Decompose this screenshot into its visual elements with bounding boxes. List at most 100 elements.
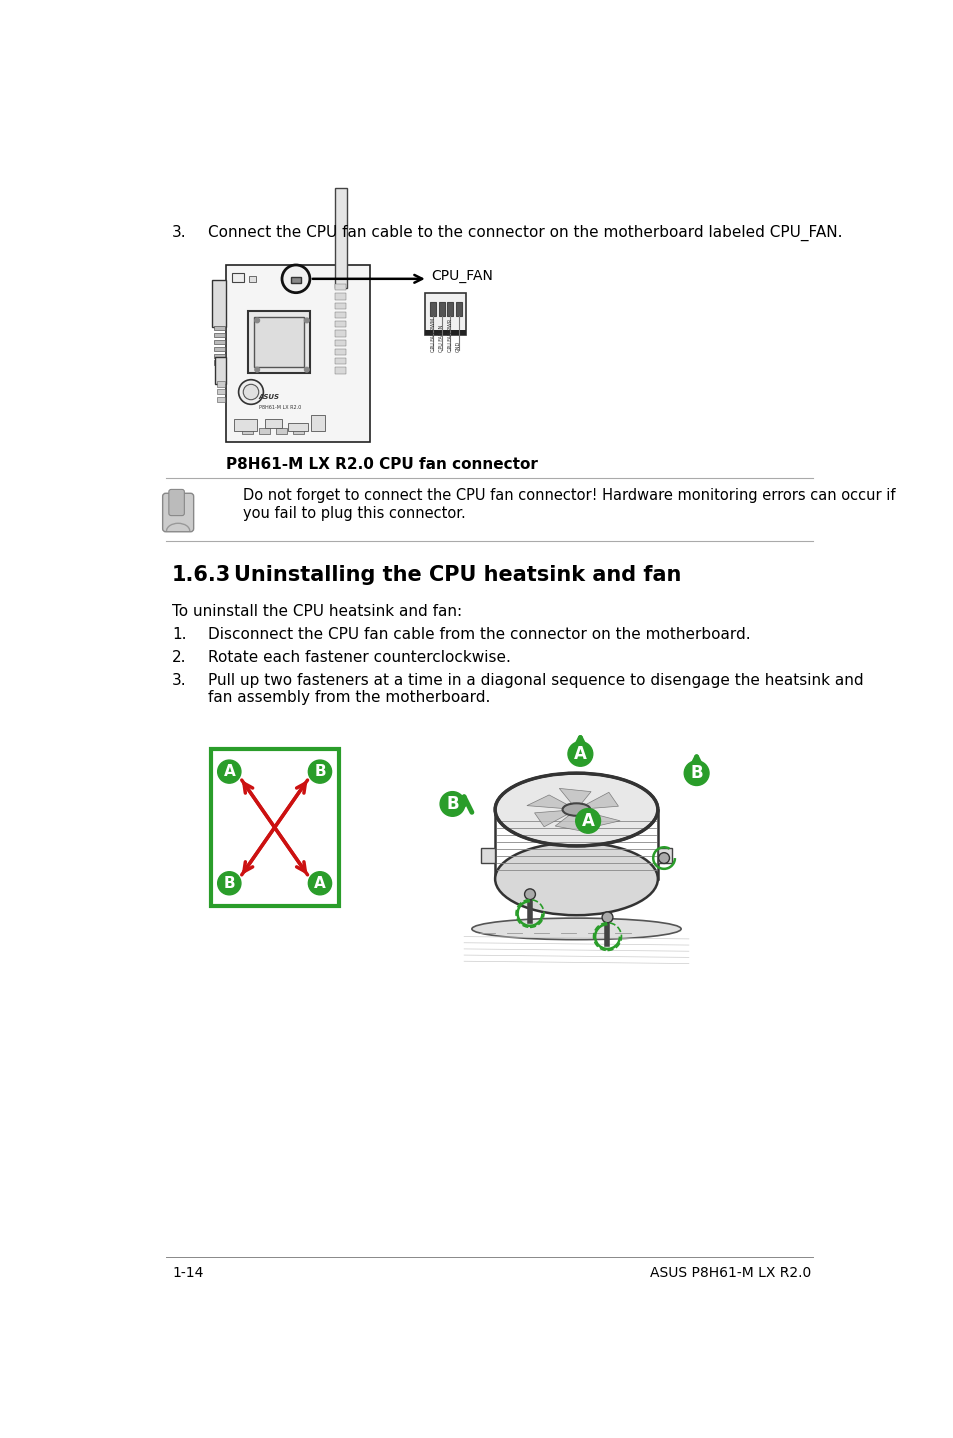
Bar [335, 302, 346, 309]
Text: CPU_FAN: CPU_FAN [431, 269, 492, 283]
Circle shape [254, 367, 259, 372]
Text: you fail to plug this connector.: you fail to plug this connector. [243, 506, 465, 521]
Polygon shape [534, 810, 576, 827]
Bar [216, 388, 224, 394]
Bar [213, 354, 224, 358]
Circle shape [243, 384, 258, 400]
Text: A: A [574, 745, 586, 764]
Bar [213, 347, 224, 351]
Text: P8H61-M LX R2.0: P8H61-M LX R2.0 [259, 406, 301, 410]
Bar [212, 280, 226, 326]
Text: CPU FAN PWM: CPU FAN PWM [430, 318, 436, 352]
Bar [288, 423, 307, 430]
Bar [215, 358, 226, 384]
Text: GND: GND [456, 341, 460, 352]
Bar [335, 321, 346, 328]
Text: Do not forget to connect the CPU fan connector! Hardware monitoring errors can o: Do not forget to connect the CPU fan con… [243, 489, 895, 503]
Polygon shape [526, 795, 576, 810]
Bar [233, 418, 257, 430]
Circle shape [567, 742, 592, 766]
FancyBboxPatch shape [162, 493, 193, 532]
Text: Connect the CPU fan cable to the connector on the motherboard labeled CPU_FAN.: Connect the CPU fan cable to the connect… [208, 224, 842, 242]
Bar [248, 311, 310, 372]
Bar [249, 276, 255, 282]
Bar [213, 332, 224, 338]
Circle shape [308, 761, 332, 784]
Bar [438, 302, 444, 316]
Circle shape [601, 912, 612, 923]
Polygon shape [576, 810, 619, 827]
Bar [293, 429, 304, 434]
Circle shape [683, 761, 708, 785]
Bar [447, 302, 453, 316]
Text: P8H61-M LX R2.0 CPU fan connector: P8H61-M LX R2.0 CPU fan connector [226, 457, 537, 473]
Ellipse shape [495, 843, 658, 915]
Circle shape [658, 853, 669, 863]
Text: B: B [690, 764, 702, 782]
Circle shape [217, 871, 241, 894]
Circle shape [308, 871, 332, 894]
Polygon shape [558, 788, 591, 810]
Bar [233, 273, 244, 282]
Bar [241, 429, 253, 434]
Bar [216, 397, 224, 403]
Bar [335, 285, 346, 290]
Bar [275, 429, 287, 434]
Circle shape [254, 318, 259, 322]
Circle shape [575, 808, 599, 833]
Polygon shape [576, 792, 618, 810]
Circle shape [282, 265, 310, 293]
Circle shape [524, 889, 535, 900]
Bar [226, 265, 369, 441]
Text: ASUS: ASUS [258, 394, 279, 400]
Text: A: A [314, 876, 326, 890]
Text: Rotate each fastener counterclockwise.: Rotate each fastener counterclockwise. [208, 650, 511, 664]
Text: 1.6.3: 1.6.3 [172, 565, 231, 585]
Bar [265, 418, 282, 429]
Text: A: A [581, 812, 594, 830]
Circle shape [304, 367, 309, 372]
Polygon shape [555, 810, 584, 831]
Bar [456, 302, 461, 316]
Bar [291, 278, 300, 283]
Bar [430, 302, 436, 316]
Text: A: A [223, 764, 235, 779]
Text: CPU FAN IN: CPU FAN IN [438, 325, 444, 352]
Circle shape [238, 380, 263, 404]
Bar [311, 416, 325, 430]
Bar [213, 326, 224, 331]
Bar [211, 749, 338, 906]
Bar [253, 318, 303, 367]
Bar [480, 847, 495, 863]
Circle shape [304, 318, 309, 322]
Text: B: B [223, 876, 234, 890]
Text: CPU FAN PWR: CPU FAN PWR [447, 319, 453, 352]
Bar [658, 847, 671, 863]
Bar [335, 331, 346, 336]
Bar [335, 188, 347, 288]
Bar [213, 361, 224, 365]
FancyBboxPatch shape [169, 489, 184, 516]
Bar [425, 293, 465, 335]
Text: 3.: 3. [172, 224, 187, 240]
Text: 1-14: 1-14 [172, 1265, 203, 1280]
Text: B: B [314, 764, 325, 779]
Bar [335, 312, 346, 318]
Bar [216, 381, 224, 387]
Circle shape [217, 761, 241, 784]
Bar [335, 293, 346, 299]
Bar [335, 358, 346, 364]
Bar [425, 329, 465, 335]
Text: ASUS P8H61-M LX R2.0: ASUS P8H61-M LX R2.0 [649, 1265, 810, 1280]
Circle shape [439, 792, 464, 817]
Text: Uninstalling the CPU heatsink and fan: Uninstalling the CPU heatsink and fan [233, 565, 680, 585]
Bar [335, 339, 346, 345]
Bar [213, 339, 224, 344]
Text: 2.: 2. [172, 650, 186, 664]
Text: Pull up two fasteners at a time in a diagonal sequence to disengage the heatsink: Pull up two fasteners at a time in a dia… [208, 673, 863, 687]
Text: 1.: 1. [172, 627, 186, 641]
Ellipse shape [495, 774, 658, 846]
Ellipse shape [562, 804, 590, 815]
Text: Disconnect the CPU fan cable from the connector on the motherboard.: Disconnect the CPU fan cable from the co… [208, 627, 750, 641]
Text: To uninstall the CPU heatsink and fan:: To uninstall the CPU heatsink and fan: [172, 604, 461, 618]
